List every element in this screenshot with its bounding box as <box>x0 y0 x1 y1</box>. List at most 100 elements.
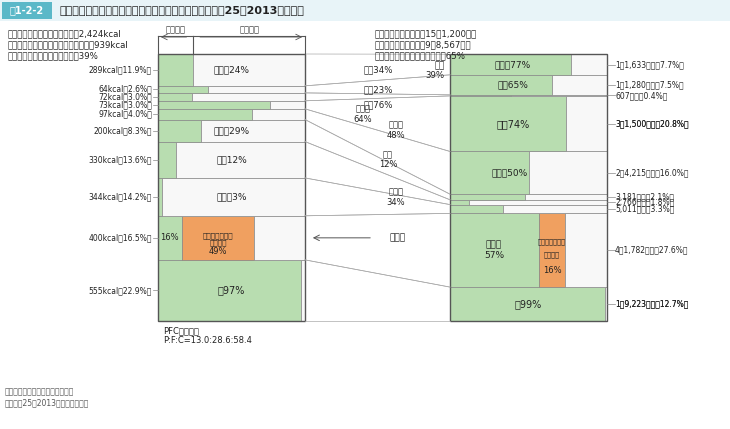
Bar <box>571 54 607 75</box>
Bar <box>158 54 193 86</box>
Bar <box>450 96 566 151</box>
Bar <box>269 101 305 109</box>
Bar <box>182 216 253 260</box>
Text: 砂糖類
48%: 砂糖類 48% <box>387 121 405 140</box>
Bar <box>201 120 305 142</box>
Text: PFCバランス
P:F:C=13.0:28.6:58.4: PFCバランス P:F:C=13.0:28.6:58.4 <box>163 326 252 345</box>
Text: 1兆9,223億円（12.7%）: 1兆9,223億円（12.7%） <box>615 299 688 308</box>
Text: 3兆1,500億円（20.8%）: 3兆1,500億円（20.8%） <box>615 119 688 128</box>
Text: 3兆1,500億円（20.8%）: 3兆1,500億円（20.8%） <box>615 119 688 128</box>
Bar <box>605 287 607 321</box>
Bar <box>450 194 526 200</box>
Bar <box>2 2 52 19</box>
Bar <box>158 86 208 93</box>
Text: 資料：農林水産省「食料需給表」
注：平成25（2013）年度は概算値: 資料：農林水産省「食料需給表」 注：平成25（2013）年度は概算値 <box>5 387 89 407</box>
Bar <box>450 54 607 321</box>
Bar <box>511 95 607 96</box>
Text: 小麦12%: 小麦12% <box>216 155 247 164</box>
Bar <box>450 200 469 205</box>
Bar <box>450 75 552 95</box>
Bar <box>450 95 511 96</box>
Bar <box>158 101 269 109</box>
Text: 大豆
39%: 大豆 39% <box>426 61 445 80</box>
Text: 生産部分: 生産部分 <box>544 251 560 258</box>
Text: 97kcal（4.0%）: 97kcal（4.0%） <box>98 110 152 119</box>
Text: 自給部分: 自給部分 <box>166 25 185 34</box>
Text: 油脂類3%: 油脂類3% <box>216 192 247 201</box>
Bar <box>301 260 305 321</box>
Text: ［国内生産額合計］　9兆8,567億円: ［国内生産額合計］ 9兆8,567億円 <box>375 40 472 49</box>
Text: 魚介類50%: 魚介類50% <box>491 168 528 177</box>
Bar <box>566 96 607 151</box>
Text: 200kcal（8.3%）: 200kcal（8.3%） <box>93 126 152 135</box>
Bar <box>253 216 305 260</box>
Bar <box>450 151 529 194</box>
Bar <box>450 205 504 213</box>
Bar <box>529 151 607 194</box>
Text: その他77%: その他77% <box>495 60 531 69</box>
Text: 400kcal（16.5%）: 400kcal（16.5%） <box>88 233 152 242</box>
Bar <box>0 0 730 21</box>
Text: 果実34%: 果実34% <box>364 65 393 74</box>
Bar <box>469 200 607 205</box>
Text: 図1-2-2: 図1-2-2 <box>10 6 44 15</box>
Bar <box>552 75 607 95</box>
Text: 5,011億円（3.3%）: 5,011億円（3.3%） <box>615 205 675 214</box>
Bar <box>192 93 305 101</box>
Bar <box>450 287 605 321</box>
Text: 油脂類
34%: 油脂類 34% <box>387 187 405 206</box>
Text: 344kcal（14.2%）: 344kcal（14.2%） <box>88 192 152 201</box>
Text: 国内消費仕向額合計　15兆1,200億円: 国内消費仕向額合計 15兆1,200億円 <box>375 29 477 38</box>
Bar <box>504 205 607 213</box>
Text: 3,181億円（2.1%）: 3,181億円（2.1%） <box>615 193 674 202</box>
Text: 1兆1,280億円（7.5%）: 1兆1,280億円（7.5%） <box>615 80 683 89</box>
Text: 49%: 49% <box>209 248 228 257</box>
Text: 4兆1,782億円（27.6%）: 4兆1,782億円（27.6%） <box>615 246 688 255</box>
Text: 289kcal（11.9%）: 289kcal（11.9%） <box>89 65 152 74</box>
Bar <box>526 194 607 200</box>
Text: 輸入飼料による: 輸入飼料による <box>203 233 234 239</box>
Text: 16%: 16% <box>542 266 561 275</box>
Text: 64kcal（2.6%）: 64kcal（2.6%） <box>99 85 152 94</box>
Text: 果実65%: 果実65% <box>497 80 529 89</box>
Text: 米97%: 米97% <box>218 285 245 296</box>
Bar <box>158 178 162 216</box>
Text: 1兆1,633億円（7.7%）: 1兆1,633億円（7.7%） <box>615 60 684 69</box>
Bar <box>539 213 564 287</box>
Text: 1兆9,223億円（12.7%）: 1兆9,223億円（12.7%） <box>615 299 688 308</box>
Text: 砂糖類29%: 砂糖類29% <box>213 126 250 135</box>
Text: 330kcal（13.6%）: 330kcal（13.6%） <box>88 155 152 164</box>
Bar <box>158 260 301 321</box>
Text: 供給熱量ベースと生産額ベースの総合食料自給率（平成25（2013）年度）: 供給熱量ベースと生産額ベースの総合食料自給率（平成25（2013）年度） <box>60 6 305 15</box>
Text: 畜産物: 畜産物 <box>390 233 406 242</box>
Text: 輸入部分: 輸入部分 <box>239 25 259 34</box>
Text: 野菜76%: 野菜76% <box>364 100 393 109</box>
Text: ［１人・１日当たり国産供給熱量］　939kcal: ［１人・１日当たり国産供給熱量］ 939kcal <box>8 40 128 49</box>
Bar <box>450 54 571 75</box>
Bar <box>252 109 305 120</box>
Text: 16%: 16% <box>161 233 179 242</box>
Text: 小麦
12%: 小麦 12% <box>379 150 397 169</box>
Bar <box>208 86 305 93</box>
Text: 輸入飼料による: 輸入飼料による <box>538 238 566 245</box>
Bar <box>158 109 252 120</box>
Text: 野菜74%: 野菜74% <box>496 119 529 129</box>
Bar <box>450 213 539 287</box>
Text: 607億円（0.4%）: 607億円（0.4%） <box>615 91 667 100</box>
Text: 大豆23%: 大豆23% <box>364 85 393 94</box>
Text: 生産額ベース総合食料自給率　65%: 生産額ベース総合食料自給率 65% <box>375 51 466 60</box>
Text: 2,766億円（1.8%）: 2,766億円（1.8%） <box>615 198 675 207</box>
Text: 72kcal（3.0%）: 72kcal（3.0%） <box>99 92 152 101</box>
Text: 魚介類
64%: 魚介類 64% <box>354 105 372 124</box>
Text: 555kcal（22.9%）: 555kcal（22.9%） <box>88 286 152 295</box>
Bar <box>158 216 182 260</box>
Text: その他24%: その他24% <box>213 65 250 74</box>
Bar <box>193 54 305 86</box>
Text: 畜産物
57%: 畜産物 57% <box>484 241 504 260</box>
Bar <box>158 120 201 142</box>
Bar <box>158 142 176 178</box>
Bar <box>162 178 305 216</box>
Text: 2兆4,215億円（16.0%）: 2兆4,215億円（16.0%） <box>615 168 688 177</box>
Bar <box>564 213 607 287</box>
Bar <box>158 54 305 321</box>
